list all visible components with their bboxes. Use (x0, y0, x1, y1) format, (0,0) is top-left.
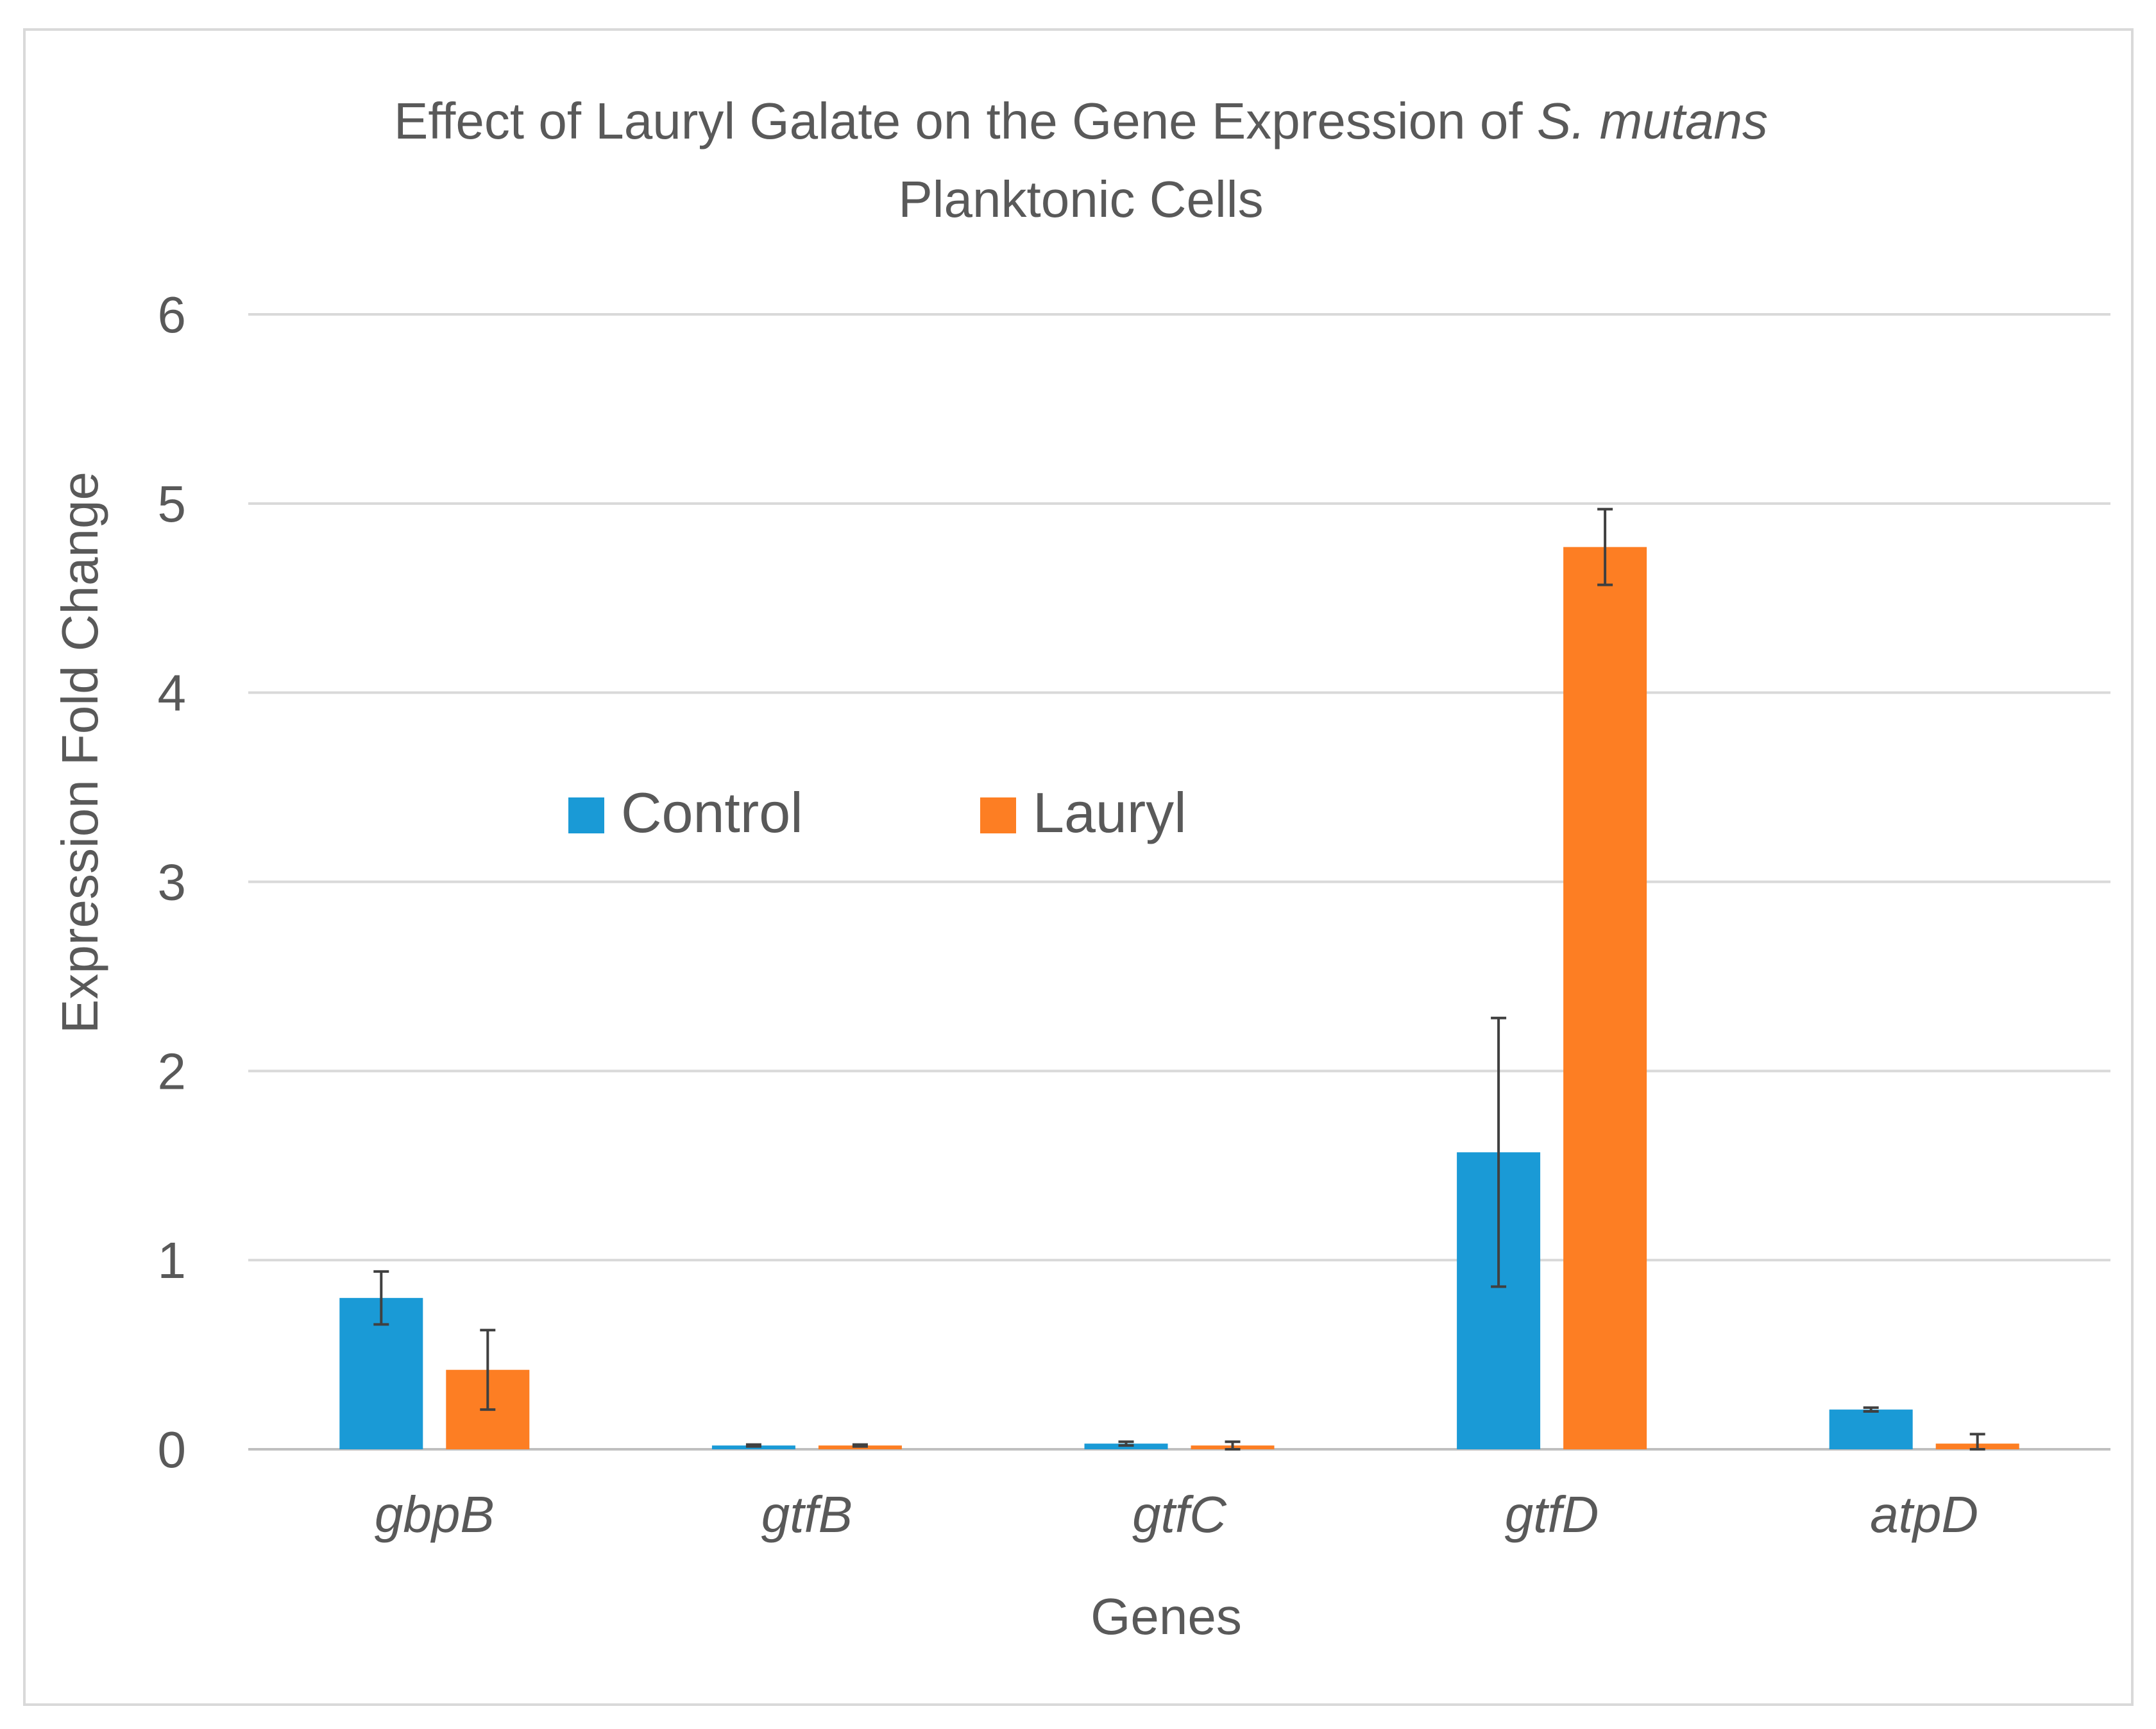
chart-title-main: Effect of Lauryl Galate on the Gene Expr… (394, 92, 1537, 149)
y-tick-label-2: 2 (158, 1043, 187, 1100)
x-axis-title: Genes (1091, 1588, 1242, 1645)
y-tick-label-1: 1 (158, 1232, 187, 1289)
gridlines (248, 313, 2110, 1451)
bar-control-atpD (1829, 1410, 1913, 1449)
y-tick-label-6: 6 (158, 286, 187, 343)
legend-label-lauryl: Lauryl (1033, 781, 1187, 844)
y-axis-title: Expression Fold Change (51, 472, 108, 1034)
y-tick-label-5: 5 (158, 475, 187, 532)
x-tick-label-gtfB: gtfB (761, 1486, 853, 1543)
x-tick-label-gtfC: gtfC (1132, 1486, 1227, 1543)
bar-lauryl-gtfD (1563, 547, 1647, 1449)
y-tick-label-0: 0 (158, 1421, 187, 1478)
x-tick-label-gbpB: gbpB (375, 1486, 495, 1543)
legend: Control Lauryl (568, 781, 1187, 844)
x-tick-label-gtfD: gtfD (1505, 1486, 1599, 1543)
error-bars (373, 507, 1985, 1451)
chart-title-line2: Planktonic Cells (898, 171, 1263, 228)
bar-chart: Effect of Lauryl Galate on the Gene Expr… (51, 92, 2110, 1645)
bars (339, 547, 2019, 1449)
y-axis-ticks: 0 1 2 3 4 5 6 (158, 286, 187, 1478)
x-axis-category-labels: gbpB gtfB gtfC gtfD atpD (375, 1486, 1978, 1543)
legend-swatch-lauryl (980, 797, 1016, 833)
chart-title: Effect of Lauryl Galate on the Gene Expr… (394, 92, 1768, 149)
legend-label-control: Control (621, 781, 803, 844)
y-tick-label-3: 3 (158, 854, 187, 911)
y-tick-label-4: 4 (158, 665, 187, 722)
legend-swatch-control (568, 797, 604, 833)
x-tick-label-atpD: atpD (1870, 1486, 1978, 1543)
chart-title-italic: S. mutans (1537, 92, 1768, 149)
chart-frame: Effect of Lauryl Galate on the Gene Expr… (23, 28, 2134, 1706)
